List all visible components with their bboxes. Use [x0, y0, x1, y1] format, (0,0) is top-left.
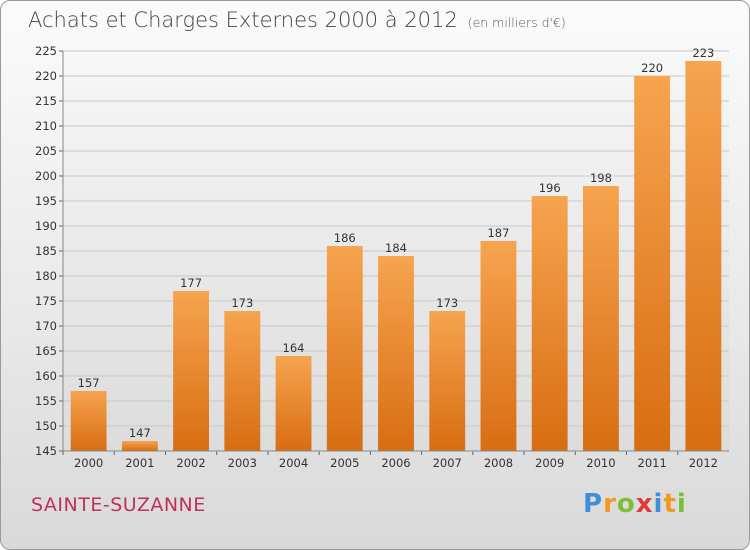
logo-letter: P: [583, 489, 604, 519]
x-tick-label: 2012: [689, 456, 718, 470]
x-tick-label: 2008: [484, 456, 513, 470]
y-tick-label: 160: [35, 369, 57, 383]
proxiti-logo[interactable]: Proxiti: [583, 489, 687, 519]
x-tick-label: 2003: [228, 456, 257, 470]
y-tick-label: 145: [35, 444, 57, 458]
x-tick-label: 2006: [381, 456, 410, 470]
y-tick-label: 215: [35, 94, 57, 108]
logo-letter: t: [663, 489, 677, 519]
y-tick-label: 165: [35, 344, 57, 358]
y-tick-label: 195: [35, 194, 57, 208]
logo-letter: r: [603, 489, 617, 519]
x-tick-label: 2007: [433, 456, 462, 470]
bar: [429, 311, 466, 451]
bar: [224, 311, 261, 451]
x-tick-label: 2002: [176, 456, 205, 470]
x-tick-label: 2005: [330, 456, 359, 470]
bar: [634, 76, 671, 451]
data-label: 223: [692, 46, 714, 60]
y-tick-label: 220: [35, 69, 57, 83]
chart-title: Achats et Charges Externes 2000 à 2012 (e…: [28, 8, 566, 32]
data-label: 173: [436, 296, 458, 310]
y-axis: 145 150 155 160 165 170 175 180 185 190 195 200 205 2…: [35, 44, 64, 458]
data-label: 147: [129, 426, 151, 440]
bar: [378, 256, 414, 451]
bar: [582, 186, 619, 451]
y-tick-label: 150: [35, 419, 57, 433]
x-axis: 2000 2001 2002 2003 2004 2005 2006 2007 2008 2009…: [62, 450, 729, 470]
y-tick-label: 205: [35, 144, 57, 158]
data-label: 173: [231, 296, 253, 310]
y-tick-label: 190: [35, 219, 57, 233]
logo-letter: o: [616, 489, 636, 519]
logo-letter: i: [653, 489, 664, 519]
bar: [70, 391, 107, 451]
x-tick-label: 2004: [279, 456, 308, 470]
y-tick-label: 170: [35, 319, 57, 333]
bar: [275, 356, 312, 451]
bar: [173, 291, 210, 451]
data-label: 164: [283, 341, 305, 355]
data-label: 184: [385, 241, 407, 255]
data-label: 177: [180, 276, 202, 290]
y-tick-label: 185: [35, 244, 57, 258]
bars: 157 147 177 173 164 186 184 173 187 196 198 220 223: [70, 46, 722, 451]
x-tick-label: 2011: [638, 456, 667, 470]
data-label: 187: [487, 226, 509, 240]
data-label: 186: [334, 231, 356, 245]
y-tick-label: 175: [35, 294, 57, 308]
bar: [326, 246, 363, 451]
y-tick-label: 155: [35, 394, 57, 408]
y-tick-label: 210: [35, 119, 57, 133]
town-name: SAINTE-SUZANNE: [31, 494, 206, 516]
y-tick-label: 200: [35, 169, 57, 183]
x-tick-label: 2010: [586, 456, 615, 470]
data-label: 196: [539, 181, 561, 195]
x-tick-label: 2009: [535, 456, 564, 470]
x-tick-label: 2001: [125, 456, 154, 470]
data-label: 220: [641, 61, 663, 75]
logo-letter: i: [676, 489, 687, 519]
chart-title-text: Achats et Charges Externes 2000 à 2012: [28, 8, 458, 32]
chart-subtitle: (en milliers d'€): [467, 15, 566, 30]
bar: [531, 196, 568, 451]
x-tick-label: 2000: [74, 456, 103, 470]
logo-letter: x: [635, 489, 654, 519]
bar: [685, 61, 722, 451]
bar: [121, 441, 158, 451]
data-label: 157: [78, 376, 100, 390]
y-tick-label: 225: [35, 44, 57, 58]
bar: [480, 241, 517, 451]
y-tick-label: 180: [35, 269, 57, 283]
data-label: 198: [590, 171, 612, 185]
